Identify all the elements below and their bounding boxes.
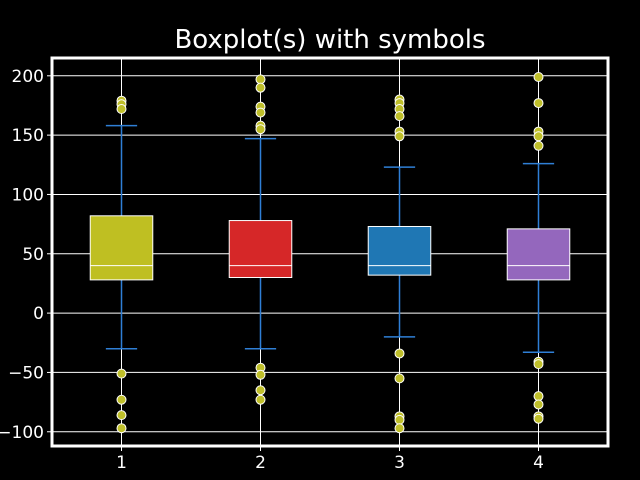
chart-title: Boxplot(s) with symbols: [174, 25, 485, 55]
flier-point: [116, 104, 127, 115]
flier-point: [394, 348, 405, 359]
flier-point: [255, 394, 266, 405]
flier-point: [255, 74, 266, 85]
y-tick-label: 100: [12, 185, 44, 205]
x-tick-label: 3: [394, 453, 405, 473]
y-tick-label: 0: [33, 304, 44, 324]
flier-point: [255, 124, 266, 135]
box-group-4: [506, 71, 571, 424]
flier-point: [116, 410, 127, 421]
x-tick-label: 1: [116, 453, 127, 473]
box-group-1: [89, 95, 154, 434]
box-body: [367, 225, 432, 276]
flier-point: [533, 413, 544, 424]
axes-frame: [50, 56, 610, 448]
y-tick-label: 150: [12, 126, 44, 146]
flier-point: [255, 107, 266, 118]
flier-point: [255, 369, 266, 380]
box-group-3: [367, 94, 432, 434]
box-body: [89, 215, 154, 281]
y-tick-label: −100: [0, 423, 44, 443]
y-tick-label: −50: [8, 363, 44, 383]
flier-point: [394, 414, 405, 425]
tick-layer: −100 −50 0 50 100 150 200 1 2 3 4: [0, 67, 544, 473]
flier-point: [533, 71, 544, 82]
flier-point: [533, 391, 544, 402]
flier-point: [394, 373, 405, 384]
flier-point: [394, 131, 405, 142]
box-layer: [89, 71, 571, 434]
box-body: [506, 228, 571, 281]
flier-point: [533, 98, 544, 109]
x-tick-label: 2: [255, 453, 266, 473]
flier-point: [116, 423, 127, 434]
flier-point: [533, 399, 544, 410]
y-tick-label: 50: [22, 245, 44, 265]
flier-point: [255, 82, 266, 93]
flier-point: [533, 359, 544, 370]
box-body: [228, 220, 293, 279]
flier-point: [394, 111, 405, 122]
y-tick-label: 200: [12, 67, 44, 87]
flier-point: [116, 394, 127, 405]
x-tick-label: 4: [533, 453, 544, 473]
flier-point: [394, 423, 405, 434]
flier-point: [533, 131, 544, 142]
flier-point: [255, 385, 266, 396]
box-group-2: [228, 74, 293, 405]
flier-point: [533, 140, 544, 151]
flier-point: [116, 368, 127, 379]
